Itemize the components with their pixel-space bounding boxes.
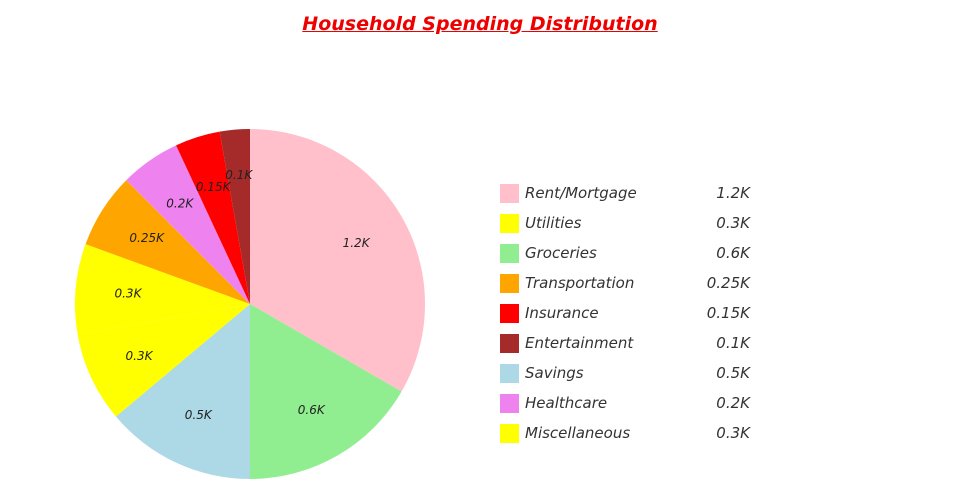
legend-label: Insurance: [525, 304, 599, 322]
legend-label: Groceries: [525, 244, 597, 262]
legend-value: 0.1K: [716, 334, 750, 352]
pie-slice-groceries: [250, 304, 402, 479]
pie-slice-rent-mortgage: [250, 129, 425, 392]
legend-swatch: [500, 334, 519, 353]
legend-value: 0.2K: [716, 394, 750, 412]
pie-slice-utilities: [77, 304, 250, 417]
legend-swatch: [500, 214, 519, 233]
slice-label: 0.25K: [129, 231, 165, 245]
legend-item: Transportation 0.25K: [500, 272, 760, 302]
legend-swatch: [500, 424, 519, 443]
legend-item: Utilities 0.3K: [500, 212, 760, 242]
legend-swatch: [500, 184, 519, 203]
slice-label: 0.2K: [166, 197, 194, 211]
chart-title: Household Spending Distribution: [302, 13, 658, 35]
legend-swatch: [500, 274, 519, 293]
legend-item: Miscellaneous 0.3K: [500, 422, 760, 452]
legend-label: Healthcare: [525, 394, 608, 412]
pie-slice-entertainment: [219, 129, 250, 304]
slice-label: 0.5K: [185, 408, 213, 422]
slice-label: 0.1K: [225, 168, 253, 182]
legend-label: Entertainment: [525, 334, 634, 352]
legend-value: 1.2K: [716, 184, 750, 202]
legend-label: Savings: [525, 364, 584, 382]
legend-label: Rent/Mortgage: [525, 184, 637, 202]
legend-value: 0.15K: [706, 304, 750, 322]
pie-slice-miscellaneous: [75, 244, 250, 335]
slice-label: 1.2K: [343, 236, 371, 250]
legend-item: Groceries 0.6K: [500, 242, 760, 272]
slice-label: 0.15K: [196, 180, 232, 194]
legend-label: Utilities: [525, 214, 582, 232]
legend-label: Miscellaneous: [525, 424, 631, 442]
slice-label: 0.3K: [114, 286, 142, 300]
pie-slice-transportation: [85, 180, 250, 304]
legend-swatch: [500, 244, 519, 263]
slice-label: 0.3K: [126, 349, 154, 363]
legend: Rent/Mortgage 1.2K Utilities 0.3K Groceries 0…: [500, 182, 760, 452]
legend-swatch: [500, 364, 519, 383]
legend-item: Entertainment 0.1K: [500, 332, 760, 362]
pie-slice-insurance: [176, 131, 250, 304]
legend-item: Healthcare 0.2K: [500, 392, 760, 422]
legend-swatch: [500, 394, 519, 413]
legend-label: Transportation: [525, 274, 635, 292]
legend-swatch: [500, 304, 519, 323]
legend-value: 0.3K: [716, 214, 750, 232]
slice-label: 0.6K: [298, 403, 326, 417]
legend-value: 0.5K: [716, 364, 750, 382]
legend-value: 0.6K: [716, 244, 750, 262]
pie-slice-savings: [115, 304, 250, 479]
legend-value: 0.25K: [706, 274, 750, 292]
legend-item: Savings 0.5K: [500, 362, 760, 392]
pie-slice-healthcare: [126, 145, 250, 304]
legend-value: 0.3K: [716, 424, 750, 442]
legend-item: Rent/Mortgage 1.2K: [500, 182, 760, 212]
legend-item: Insurance 0.15K: [500, 302, 760, 332]
